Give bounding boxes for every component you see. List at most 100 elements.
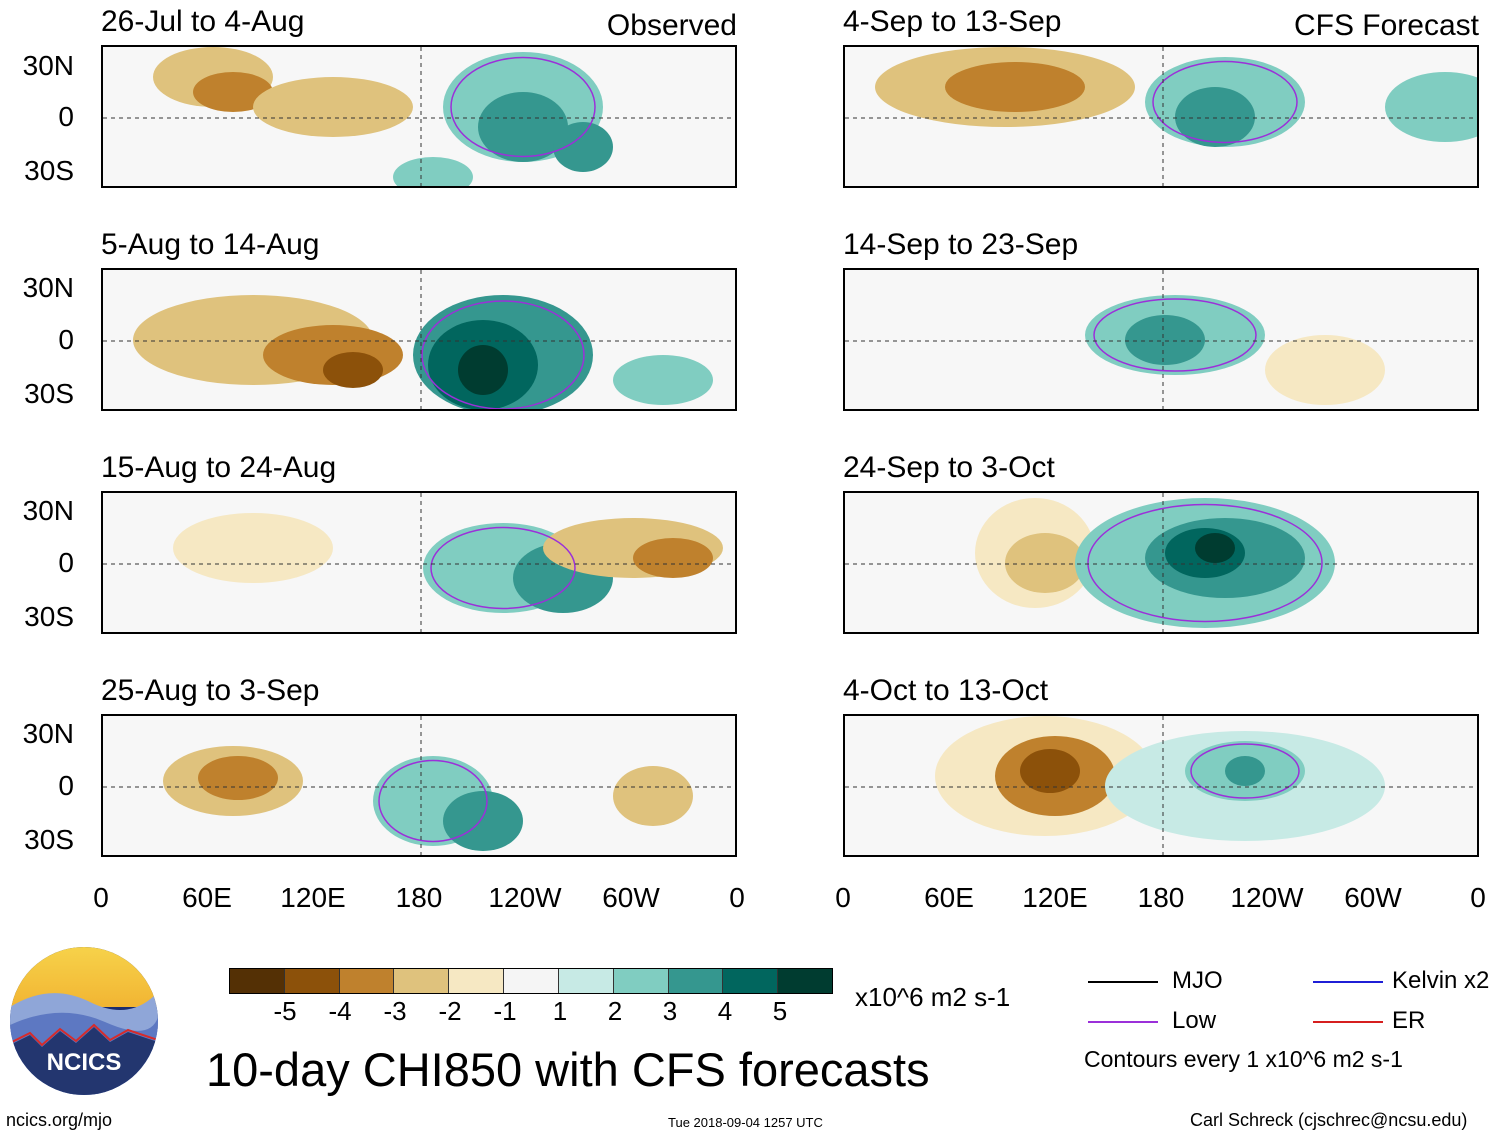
map-plot <box>101 491 737 634</box>
logo-text: NCICS <box>47 1049 122 1076</box>
map-field <box>845 270 1477 409</box>
legend-er-line <box>1313 1021 1383 1023</box>
lon-label: 60W <box>602 882 660 913</box>
lon-label: 0 <box>729 882 745 913</box>
map-plot <box>843 45 1479 188</box>
panel-observed-2: 5-Aug to 14-Aug <box>101 228 737 411</box>
panel-observed-3: 15-Aug to 24-Aug <box>101 451 737 634</box>
colorbar-swatch <box>339 969 395 993</box>
lat-label: 30S <box>24 824 74 855</box>
colorbar-tick: 3 <box>662 996 678 1026</box>
ncics-logo: NCICS <box>10 947 158 1095</box>
lon-label: 180 <box>1137 882 1185 913</box>
anomaly-region <box>613 355 713 405</box>
map-plot <box>843 268 1479 411</box>
map-plot <box>101 714 737 857</box>
footer-url: ncics.org/mjo <box>6 1110 113 1130</box>
anomaly-region <box>1020 749 1080 793</box>
colorbar-swatch <box>613 969 669 993</box>
colorbar-swatch <box>778 969 832 993</box>
lon-label: 0 <box>835 882 851 913</box>
panel-title: 4-Sep to 13-Sep <box>843 5 1062 38</box>
colorbar-tick: 4 <box>717 996 733 1026</box>
anomaly-region <box>198 756 278 800</box>
colorbar <box>229 968 833 994</box>
colorbar-swatch <box>284 969 340 993</box>
legend-mjo-label: MJO <box>1172 967 1223 994</box>
anomaly-region <box>613 766 693 826</box>
map-plot <box>843 491 1479 634</box>
map-plot <box>843 714 1479 857</box>
map-plot <box>101 268 737 411</box>
legend-er-label: ER <box>1392 1007 1426 1034</box>
colorbar-swatch <box>449 969 505 993</box>
low-contour <box>1087 503 1323 623</box>
panel-title: 14-Sep to 23-Sep <box>843 228 1079 261</box>
colorbar-tick: -2 <box>438 996 462 1026</box>
anomaly-region <box>1125 315 1205 365</box>
map-plot <box>101 45 737 188</box>
low-contour <box>421 300 585 409</box>
lat-label: 30S <box>24 155 74 186</box>
forecast-label: CFS Forecast <box>1293 9 1479 42</box>
colorbar-swatch <box>504 969 559 993</box>
anomaly-region <box>323 352 383 388</box>
anomaly-region <box>633 538 713 578</box>
lon-label: 60E <box>924 882 974 913</box>
panel-forecast-3: 24-Sep to 3-Oct <box>843 451 1479 634</box>
anomaly-region <box>443 791 523 851</box>
colorbar-swatch <box>668 969 724 993</box>
panel-title: 4-Oct to 13-Oct <box>843 674 1049 707</box>
lon-label: 0 <box>1470 882 1486 913</box>
anomaly-region <box>1005 533 1085 593</box>
anomaly-region <box>1385 72 1477 142</box>
map-field <box>103 47 735 186</box>
panel-observed-1: 26-Jul to 4-Aug Observed <box>101 5 737 188</box>
lat-label: 0 <box>58 324 74 355</box>
anomaly-region <box>1175 87 1255 147</box>
lat-label: 30N <box>22 272 74 303</box>
colorbar-tick: 5 <box>772 996 788 1026</box>
observed-label: Observed <box>606 9 737 42</box>
map-field <box>845 716 1477 855</box>
lon-label: 120W <box>1230 882 1304 913</box>
anomaly-region <box>553 122 613 172</box>
low-contour <box>450 56 596 158</box>
anomaly-region <box>458 345 508 395</box>
legend-mjo-line <box>1088 981 1158 983</box>
legend-contours-note: Contours every 1 x10^6 m2 s-1 <box>1084 1046 1403 1072</box>
panel-title: 25-Aug to 3-Sep <box>101 674 320 707</box>
lat-label: 30S <box>24 601 74 632</box>
legend-kelvin-label: Kelvin x2 <box>1392 967 1490 994</box>
colorbar-tick: -3 <box>383 996 407 1026</box>
low-contour <box>430 526 576 610</box>
panel-forecast-1: 4-Sep to 13-Sep CFS Forecast <box>843 5 1479 188</box>
colorbar-swatch <box>558 969 614 993</box>
lon-label: 120E <box>1022 882 1088 913</box>
map-field <box>845 47 1477 186</box>
colorbar-tick: -4 <box>328 996 352 1026</box>
panel-observed-4: 25-Aug to 3-Sep <box>101 674 737 857</box>
lon-label: 180 <box>395 882 443 913</box>
lat-label: 30N <box>22 718 74 749</box>
main-title: 10-day CHI850 with CFS forecasts <box>206 1043 930 1096</box>
lat-label: 0 <box>58 770 74 801</box>
lat-label: 0 <box>58 547 74 578</box>
anomaly-region <box>945 62 1085 112</box>
anomaly-region <box>253 77 413 137</box>
anomaly-region <box>1195 533 1235 563</box>
colorbar-swatch <box>230 969 285 993</box>
map-field <box>103 716 735 855</box>
lon-label: 60E <box>182 882 232 913</box>
lon-label: 120W <box>488 882 562 913</box>
colorbar-unit: x10^6 m2 s-1 <box>855 982 1011 1012</box>
panel-title: 15-Aug to 24-Aug <box>101 451 337 484</box>
low-contour <box>378 759 488 843</box>
panel-forecast-4: 4-Oct to 13-Oct <box>843 674 1479 857</box>
lon-label: 60W <box>1344 882 1402 913</box>
lon-label: 0 <box>93 882 109 913</box>
legend-low-label: Low <box>1172 1007 1217 1034</box>
colorbar-swatch <box>394 969 450 993</box>
low-contour <box>1152 60 1298 144</box>
footer-timestamp: Tue 2018-09-04 1257 UTC <box>668 1115 823 1130</box>
